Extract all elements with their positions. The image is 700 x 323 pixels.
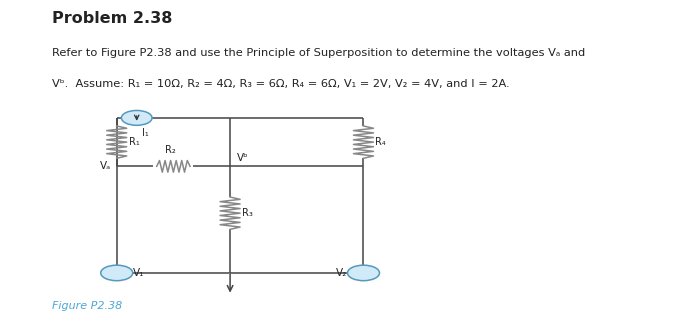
Text: V₂: V₂ bbox=[335, 268, 346, 278]
Text: Vᵇ.  Assume: R₁ = 10Ω, R₂ = 4Ω, R₃ = 6Ω, R₄ = 6Ω, V₁ = 2V, V₂ = 4V, and I = 2A.: Vᵇ. Assume: R₁ = 10Ω, R₂ = 4Ω, R₃ = 6Ω, … bbox=[52, 79, 510, 89]
Circle shape bbox=[347, 265, 379, 281]
Text: Vₐ: Vₐ bbox=[100, 162, 111, 171]
Text: R₃: R₃ bbox=[242, 208, 253, 218]
Circle shape bbox=[101, 265, 133, 281]
Text: R₁: R₁ bbox=[129, 137, 139, 147]
Text: Vᵇ: Vᵇ bbox=[237, 153, 248, 163]
Text: Refer to Figure P2.38 and use the Principle of Superposition to determine the vo: Refer to Figure P2.38 and use the Princi… bbox=[52, 48, 585, 58]
Circle shape bbox=[121, 110, 152, 125]
Text: Problem 2.38: Problem 2.38 bbox=[52, 11, 172, 26]
Text: V₁: V₁ bbox=[134, 268, 145, 278]
Text: Figure P2.38: Figure P2.38 bbox=[52, 301, 122, 311]
Text: R₂: R₂ bbox=[164, 145, 176, 155]
Text: R₄: R₄ bbox=[375, 137, 386, 147]
Text: I₁: I₁ bbox=[142, 128, 149, 138]
